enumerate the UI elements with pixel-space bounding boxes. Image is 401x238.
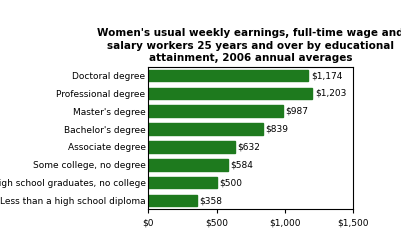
Text: $632: $632: [237, 143, 260, 151]
Text: $584: $584: [231, 160, 253, 169]
Bar: [148, 159, 228, 171]
Bar: [148, 177, 217, 188]
Text: $500: $500: [219, 178, 242, 187]
Bar: [148, 105, 283, 117]
Text: $1,174: $1,174: [311, 71, 342, 80]
Bar: [148, 70, 308, 81]
Bar: [148, 88, 312, 99]
Text: $987: $987: [286, 107, 308, 116]
Bar: [148, 195, 197, 206]
Title: Women's usual weekly earnings, full-time wage and
salary workers 25 years and ov: Women's usual weekly earnings, full-time…: [97, 28, 401, 63]
Bar: [148, 123, 263, 135]
Bar: [148, 141, 235, 153]
Text: $1,203: $1,203: [315, 89, 346, 98]
Text: $358: $358: [200, 196, 223, 205]
Text: $839: $839: [265, 125, 288, 134]
